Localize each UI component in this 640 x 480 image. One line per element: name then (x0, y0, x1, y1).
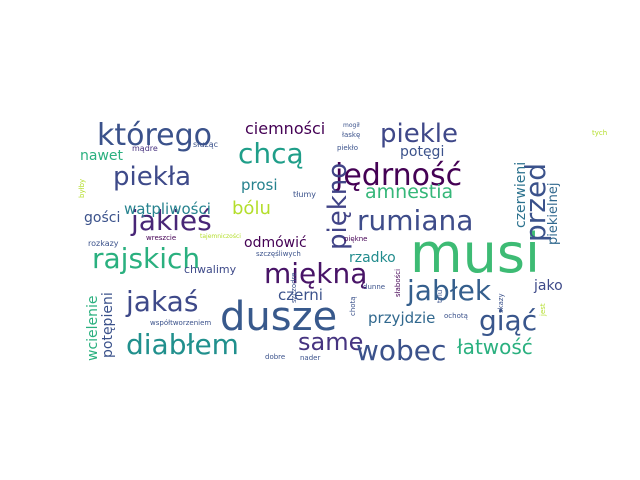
cloud-word: łatwość (457, 335, 533, 359)
cloud-word: piekło (337, 144, 358, 152)
cloud-word: wcielenie (85, 295, 101, 361)
cloud-word: rajskich (92, 242, 200, 275)
cloud-word: piękno (323, 163, 353, 250)
cloud-word: potęgi (400, 144, 444, 160)
cloud-word: piekła (113, 162, 191, 192)
cloud-word: amnestia (365, 181, 453, 203)
cloud-word: jako (533, 278, 563, 294)
cloud-word: rzadko (349, 250, 396, 266)
cloud-word: wobec (356, 334, 446, 367)
cloud-word: jest (539, 303, 547, 317)
cloud-word: chcą (238, 137, 304, 170)
cloud-word: nawet (80, 148, 124, 164)
cloud-word: miękną (264, 257, 367, 290)
cloud-word: chotą (349, 296, 357, 316)
cloud-word: tych (592, 129, 607, 137)
cloud-word: łaskę (342, 131, 360, 139)
cloud-word: szczęśliwych (256, 250, 301, 258)
cloud-word: czerni (278, 286, 323, 304)
cloud-word: same (298, 328, 363, 356)
cloud-word: mądre (132, 144, 158, 153)
cloud-word: gości (84, 210, 120, 226)
cloud-word: prosi (241, 176, 278, 194)
cloud-word: wątpliwości (124, 200, 211, 218)
cloud-word: jędrność (334, 158, 462, 193)
cloud-word: chwalimy (184, 263, 237, 276)
cloud-word: czerwieni (513, 162, 529, 228)
cloud-word: byłby (78, 179, 86, 198)
cloud-word: bólu (232, 198, 271, 219)
cloud-word: potępieni (100, 292, 116, 358)
cloud-word: skazy (497, 293, 505, 313)
cloud-word: ciemności (245, 119, 325, 138)
cloud-word: przyjdzie (368, 309, 435, 327)
cloud-word: nader (300, 354, 320, 362)
cloud-word: giąć (479, 304, 537, 337)
cloud-word: jakieś (130, 204, 212, 237)
cloud-word: dunne (363, 283, 385, 291)
cloud-word: piękne (344, 235, 368, 243)
cloud-word: dobre (265, 353, 285, 361)
cloud-word: którego (97, 118, 212, 153)
cloud-background (80, 120, 560, 360)
cloud-word: dusze (220, 294, 337, 340)
cloud-word: tylu (436, 290, 444, 303)
cloud-word: rozkazy (88, 239, 119, 248)
cloud-word: diabłem (126, 328, 239, 361)
cloud-word: mogił (343, 122, 360, 129)
cloud-word: piekielnej (546, 183, 561, 245)
cloud-word: współtworzeniem (150, 319, 211, 327)
cloud-word: służąc (193, 140, 218, 149)
cloud-word: jabłek (406, 274, 492, 307)
cloud-word: przed (519, 163, 552, 242)
cloud-word: tajemniczości (200, 233, 241, 240)
cloud-word: ochotą (444, 312, 468, 320)
cloud-word: rumiana (357, 204, 473, 237)
cloud-word: słabości (394, 269, 402, 297)
cloud-word: jakaś (125, 285, 198, 318)
cloud-word: szczodre (290, 272, 298, 303)
cloud-word: tłumy (293, 190, 316, 199)
cloud-word: wreszcie (146, 234, 176, 242)
cloud-word: musi (410, 222, 540, 285)
cloud-word: odmówić (244, 235, 307, 251)
cloud-word: piekle (380, 119, 458, 149)
